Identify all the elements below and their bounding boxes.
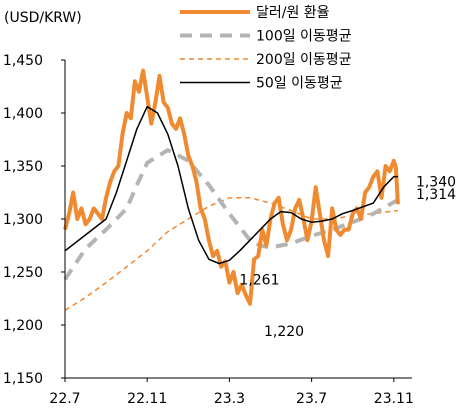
legend-label: 50일 이동평균 xyxy=(256,76,343,92)
x-axis-ticks: 22.7 22.11 23.3 23.7 23.11 xyxy=(49,378,414,407)
y-axis-ticks: 1,150 1,200 1,250 1,300 1,350 1,400 1,450 xyxy=(3,53,65,387)
legend-label: 달러/원 환율 xyxy=(256,5,330,21)
value-annotation: 1,314 xyxy=(416,187,456,203)
series-line-2 xyxy=(64,197,398,311)
value-annotation: 1,220 xyxy=(264,324,304,340)
legend-label: 200일 이동평균 xyxy=(256,52,352,68)
plot-lines xyxy=(63,68,400,311)
legend-label: 100일 이동평균 xyxy=(256,29,352,45)
y-tick-label: 1,200 xyxy=(3,318,43,334)
x-tick-label: 22.7 xyxy=(49,391,80,407)
series-line-0 xyxy=(63,68,400,306)
y-tick-label: 1,250 xyxy=(3,265,43,281)
value-annotation: 1,340 xyxy=(416,175,456,191)
y-unit-label: (USD/KRW) xyxy=(4,10,82,26)
y-tick-label: 1,450 xyxy=(3,53,43,69)
value-annotation: 1,261 xyxy=(239,272,279,288)
series-line-3 xyxy=(64,105,398,265)
y-tick-label: 1,150 xyxy=(3,371,43,387)
x-tick-label: 23.7 xyxy=(296,391,327,407)
y-tick-label: 1,400 xyxy=(3,106,43,122)
legend: 달러/원 환율 100일 이동평균 200일 이동평균 50일 이동평균 xyxy=(180,5,352,92)
x-tick-label: 23.11 xyxy=(374,391,414,407)
x-tick-label: 22.11 xyxy=(127,391,167,407)
x-tick-label: 23.3 xyxy=(214,391,245,407)
y-tick-label: 1,300 xyxy=(3,212,43,228)
y-tick-label: 1,350 xyxy=(3,159,43,175)
